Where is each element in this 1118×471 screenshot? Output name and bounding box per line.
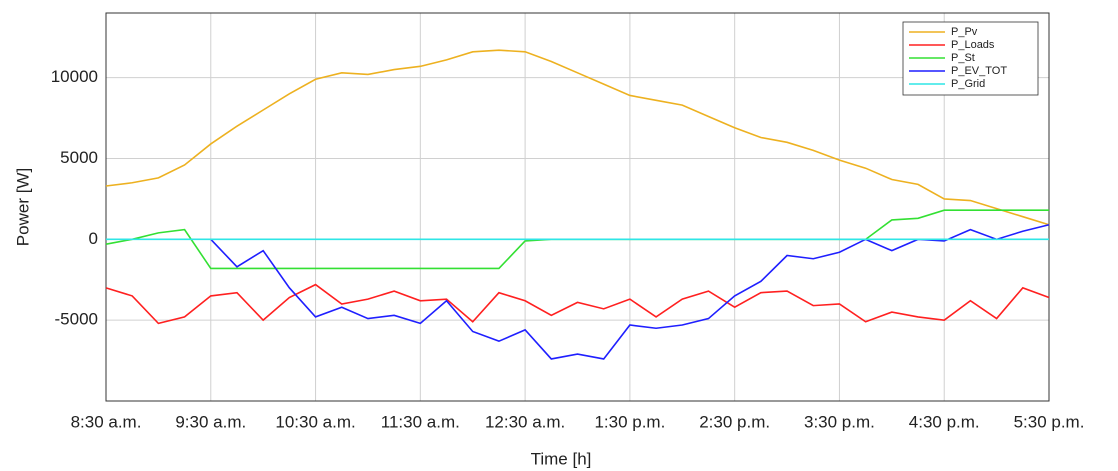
x-tick-label: 2:30 p.m. — [699, 412, 770, 431]
legend-label: P_St — [951, 52, 975, 64]
x-tick-label: 3:30 p.m. — [804, 412, 875, 431]
x-tick-label: 4:30 p.m. — [909, 412, 980, 431]
x-tick-label: 8:30 a.m. — [71, 412, 142, 431]
y-tick-label: 0 — [89, 229, 98, 248]
x-tick-label: 5:30 p.m. — [1014, 412, 1085, 431]
series-line — [210, 224, 1050, 360]
x-tick-label: 10:30 a.m. — [275, 412, 355, 431]
y-tick-label: 10000 — [51, 67, 98, 86]
legend-label: P_Pv — [951, 26, 978, 38]
plot-frame — [105, 12, 1050, 402]
legend-label: P_Loads — [951, 39, 995, 51]
series-line — [105, 283, 1050, 325]
legend-label: P_EV_TOT — [951, 65, 1007, 77]
series-line — [105, 49, 1050, 226]
legend-label: P_Grid — [951, 78, 985, 90]
y-axis-label: Power [W] — [13, 168, 32, 246]
y-tick-label: -5000 — [55, 310, 98, 329]
x-tick-label: 9:30 a.m. — [175, 412, 246, 431]
x-tick-label: 1:30 p.m. — [594, 412, 665, 431]
y-tick-label: 5000 — [60, 148, 98, 167]
x-tick-label: 12:30 a.m. — [485, 412, 565, 431]
x-tick-label: 11:30 a.m. — [381, 412, 460, 431]
x-axis-label: Time [h] — [531, 449, 592, 468]
